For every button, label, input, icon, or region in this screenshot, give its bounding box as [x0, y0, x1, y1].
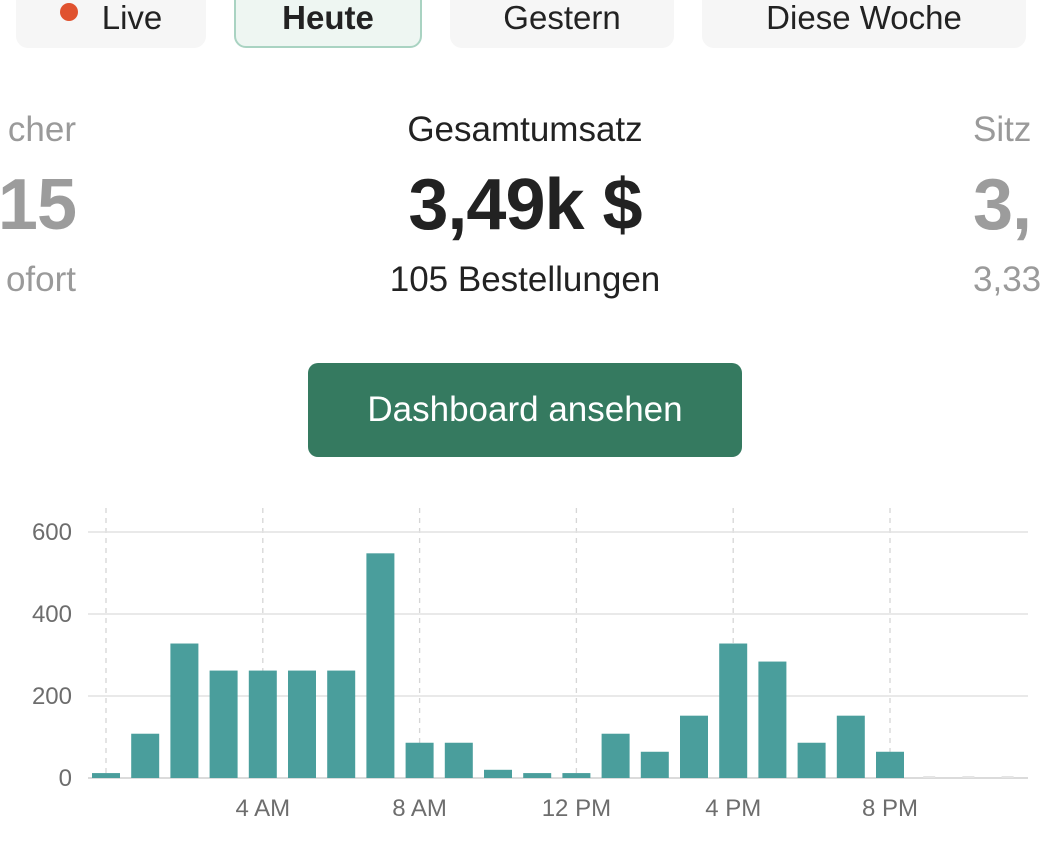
tab-heute[interactable]: Heute	[234, 0, 422, 48]
bar	[209, 670, 238, 778]
y-tick-label: 400	[32, 601, 72, 628]
bar	[131, 733, 160, 778]
metric-card-right[interactable]: Sitz 3, 3,33	[973, 110, 1041, 300]
metric-center-label: Gesamtumsatz	[407, 110, 643, 149]
x-tick-label: 12 PM	[542, 795, 611, 822]
bar	[444, 742, 473, 778]
metric-right-sub: 3,33	[973, 260, 1042, 299]
tab-heute-label: Heute	[282, 0, 374, 36]
bar	[680, 715, 708, 778]
tab-live-label: Live	[101, 0, 163, 36]
bar	[405, 742, 434, 778]
metric-center-value: 3,49k $	[408, 165, 642, 245]
tab-diese-woche[interactable]: Diese Woche	[702, 0, 1026, 48]
metric-center-sub: 105 Bestellungen	[389, 260, 661, 299]
tab-gestern-label: Gestern	[503, 0, 621, 36]
view-dashboard-label: Dashboard ansehen	[367, 390, 683, 429]
bar	[601, 733, 630, 778]
bar	[758, 661, 787, 778]
bar	[876, 751, 904, 778]
bar	[288, 670, 316, 778]
bar	[719, 643, 748, 778]
metric-right-label: Sitz	[973, 110, 1032, 149]
bar	[836, 715, 865, 778]
x-tick-label: 8 AM	[392, 795, 447, 822]
bar	[562, 773, 591, 778]
tab-gestern[interactable]: Gestern	[450, 0, 674, 48]
bar	[797, 742, 826, 778]
x-tick-label: 4 AM	[235, 795, 290, 822]
bar	[640, 751, 669, 778]
y-tick-label: 0	[59, 765, 72, 792]
bar	[92, 773, 120, 778]
y-tick-label: 600	[32, 519, 72, 546]
metric-right-value: 3,	[973, 165, 1032, 245]
bar	[523, 773, 552, 778]
metric-card-center[interactable]: Gesamtumsatz 3,49k $ 105 Bestellungen	[300, 110, 750, 300]
metric-left-sub: ofort	[5, 260, 76, 299]
bar	[327, 670, 356, 778]
metric-card-left[interactable]: cher 15 ofort	[0, 110, 77, 300]
bar	[366, 553, 395, 778]
y-tick-label: 200	[32, 683, 72, 710]
view-dashboard-button[interactable]: Dashboard ansehen	[308, 363, 742, 457]
x-tick-label: 4 PM	[705, 795, 761, 822]
x-tick-label: 8 PM	[862, 795, 918, 822]
metric-left-label: cher	[7, 110, 76, 149]
bar	[170, 643, 199, 778]
metric-left-value: 15	[0, 165, 77, 245]
live-dot-icon	[59, 3, 78, 21]
tab-live[interactable]: Live	[16, 0, 206, 48]
bar	[484, 769, 512, 778]
bar	[248, 670, 277, 778]
tab-diese-woche-label: Diese Woche	[766, 0, 962, 36]
